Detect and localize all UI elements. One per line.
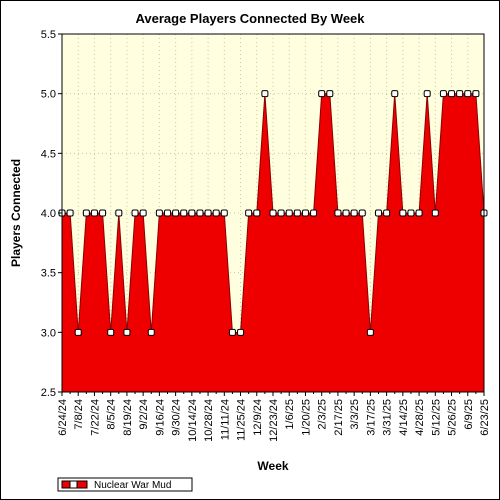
x-tick-label: 9/16/24 xyxy=(154,399,166,436)
y-axis: 2.5 3.0 3.5 4.0 4.5 5.0 5.5 xyxy=(41,29,62,399)
y-tick-label: 3.0 xyxy=(41,327,56,339)
data-point xyxy=(147,328,155,336)
x-tick-label: 12/9/24 xyxy=(252,399,264,436)
data-point xyxy=(220,209,228,217)
x-tick-label: 4/14/25 xyxy=(398,399,410,436)
x-axis: 6/24/24 7/8/24 7/22/24 8/5/24 8/19/24 9/2/24 9… xyxy=(57,392,491,442)
x-tick-label: 7/22/24 xyxy=(89,399,101,436)
data-point xyxy=(399,209,407,217)
data-point xyxy=(277,209,285,217)
x-tick-label: 12/23/24 xyxy=(268,399,280,442)
x-tick-label: 1/20/25 xyxy=(300,399,312,436)
x-tick-label: 6/9/25 xyxy=(463,399,475,430)
data-point xyxy=(172,209,180,217)
data-point xyxy=(123,328,131,336)
data-point xyxy=(448,90,456,98)
data-point xyxy=(439,90,447,98)
data-point xyxy=(464,90,472,98)
x-tick-label: 11/25/24 xyxy=(236,399,248,441)
x-tick-label: 2/17/25 xyxy=(333,399,345,436)
x-axis-label: Week xyxy=(257,459,288,473)
legend-label: Nuclear War Mud xyxy=(94,480,171,491)
data-point xyxy=(310,209,318,217)
data-point xyxy=(423,90,431,98)
data-point xyxy=(115,209,123,217)
data-point xyxy=(237,328,245,336)
x-tick-label: 10/28/24 xyxy=(203,399,215,442)
data-point xyxy=(188,209,196,217)
y-tick-label: 5.5 xyxy=(41,29,56,41)
x-tick-label: 2/3/25 xyxy=(317,399,329,430)
x-tick-label: 6/24/24 xyxy=(57,399,69,436)
x-tick-label: 5/26/25 xyxy=(447,399,459,436)
data-point xyxy=(415,209,423,217)
series-area xyxy=(62,93,484,393)
data-point xyxy=(139,209,147,217)
data-point xyxy=(131,209,139,217)
x-tick-label: 3/17/25 xyxy=(365,399,377,436)
data-point xyxy=(293,209,301,217)
data-point xyxy=(245,209,253,217)
x-tick-label: 11/11/24 xyxy=(219,399,231,440)
x-tick-label: 8/5/24 xyxy=(106,399,118,430)
data-point xyxy=(228,328,236,336)
y-tick-label: 3.5 xyxy=(41,268,56,280)
data-point xyxy=(164,209,171,217)
y-tick-label: 4.0 xyxy=(41,208,56,220)
data-point xyxy=(358,209,366,217)
data-point xyxy=(366,328,374,336)
data-point xyxy=(82,209,90,217)
data-point xyxy=(155,209,163,217)
data-point xyxy=(342,209,350,217)
data-point xyxy=(66,209,74,217)
x-tick-label: 1/6/25 xyxy=(284,399,296,430)
legend-box xyxy=(57,477,193,492)
x-tick-label: 3/31/25 xyxy=(382,399,394,436)
x-tick-label: 10/14/24 xyxy=(187,399,199,442)
data-point xyxy=(326,90,334,98)
data-point xyxy=(269,209,277,217)
data-point xyxy=(350,209,358,217)
x-tick-label: 7/8/24 xyxy=(73,399,85,430)
data-point xyxy=(99,209,107,217)
x-tick-label: 6/23/25 xyxy=(479,399,491,436)
x-tick-label: 5/12/25 xyxy=(430,399,442,436)
data-point xyxy=(407,209,415,217)
y-tick-label: 2.5 xyxy=(41,387,56,399)
x-tick-label: 9/2/24 xyxy=(138,399,150,430)
legend-marker xyxy=(69,480,78,489)
legend: Nuclear War Mud xyxy=(57,477,193,492)
data-point xyxy=(456,90,464,98)
data-point xyxy=(375,209,382,217)
data-point xyxy=(212,209,220,217)
x-tick-label: 3/3/25 xyxy=(349,399,361,430)
data-point xyxy=(318,90,326,98)
x-tick-label: 4/28/25 xyxy=(414,399,426,436)
data-point xyxy=(196,209,204,217)
data-point xyxy=(253,209,261,217)
data-point xyxy=(90,209,98,217)
data-point xyxy=(204,209,212,217)
chart-title: Average Players Connected By Week xyxy=(135,11,365,26)
data-point xyxy=(301,209,309,217)
data-point xyxy=(472,90,480,98)
plot-area xyxy=(58,33,488,393)
data-point xyxy=(285,209,293,217)
data-point xyxy=(180,209,188,217)
data-point xyxy=(391,90,399,98)
y-tick-label: 5.0 xyxy=(41,89,56,101)
data-point xyxy=(334,209,342,217)
data-point xyxy=(431,209,439,217)
x-tick-label: 9/30/24 xyxy=(171,399,183,436)
data-point xyxy=(383,209,391,217)
y-axis-label: Players Connected xyxy=(9,159,23,267)
x-tick-label: 8/19/24 xyxy=(122,399,134,436)
data-point xyxy=(261,90,269,98)
y-tick-label: 4.5 xyxy=(41,148,56,160)
data-point xyxy=(107,328,115,336)
data-point xyxy=(74,328,82,336)
